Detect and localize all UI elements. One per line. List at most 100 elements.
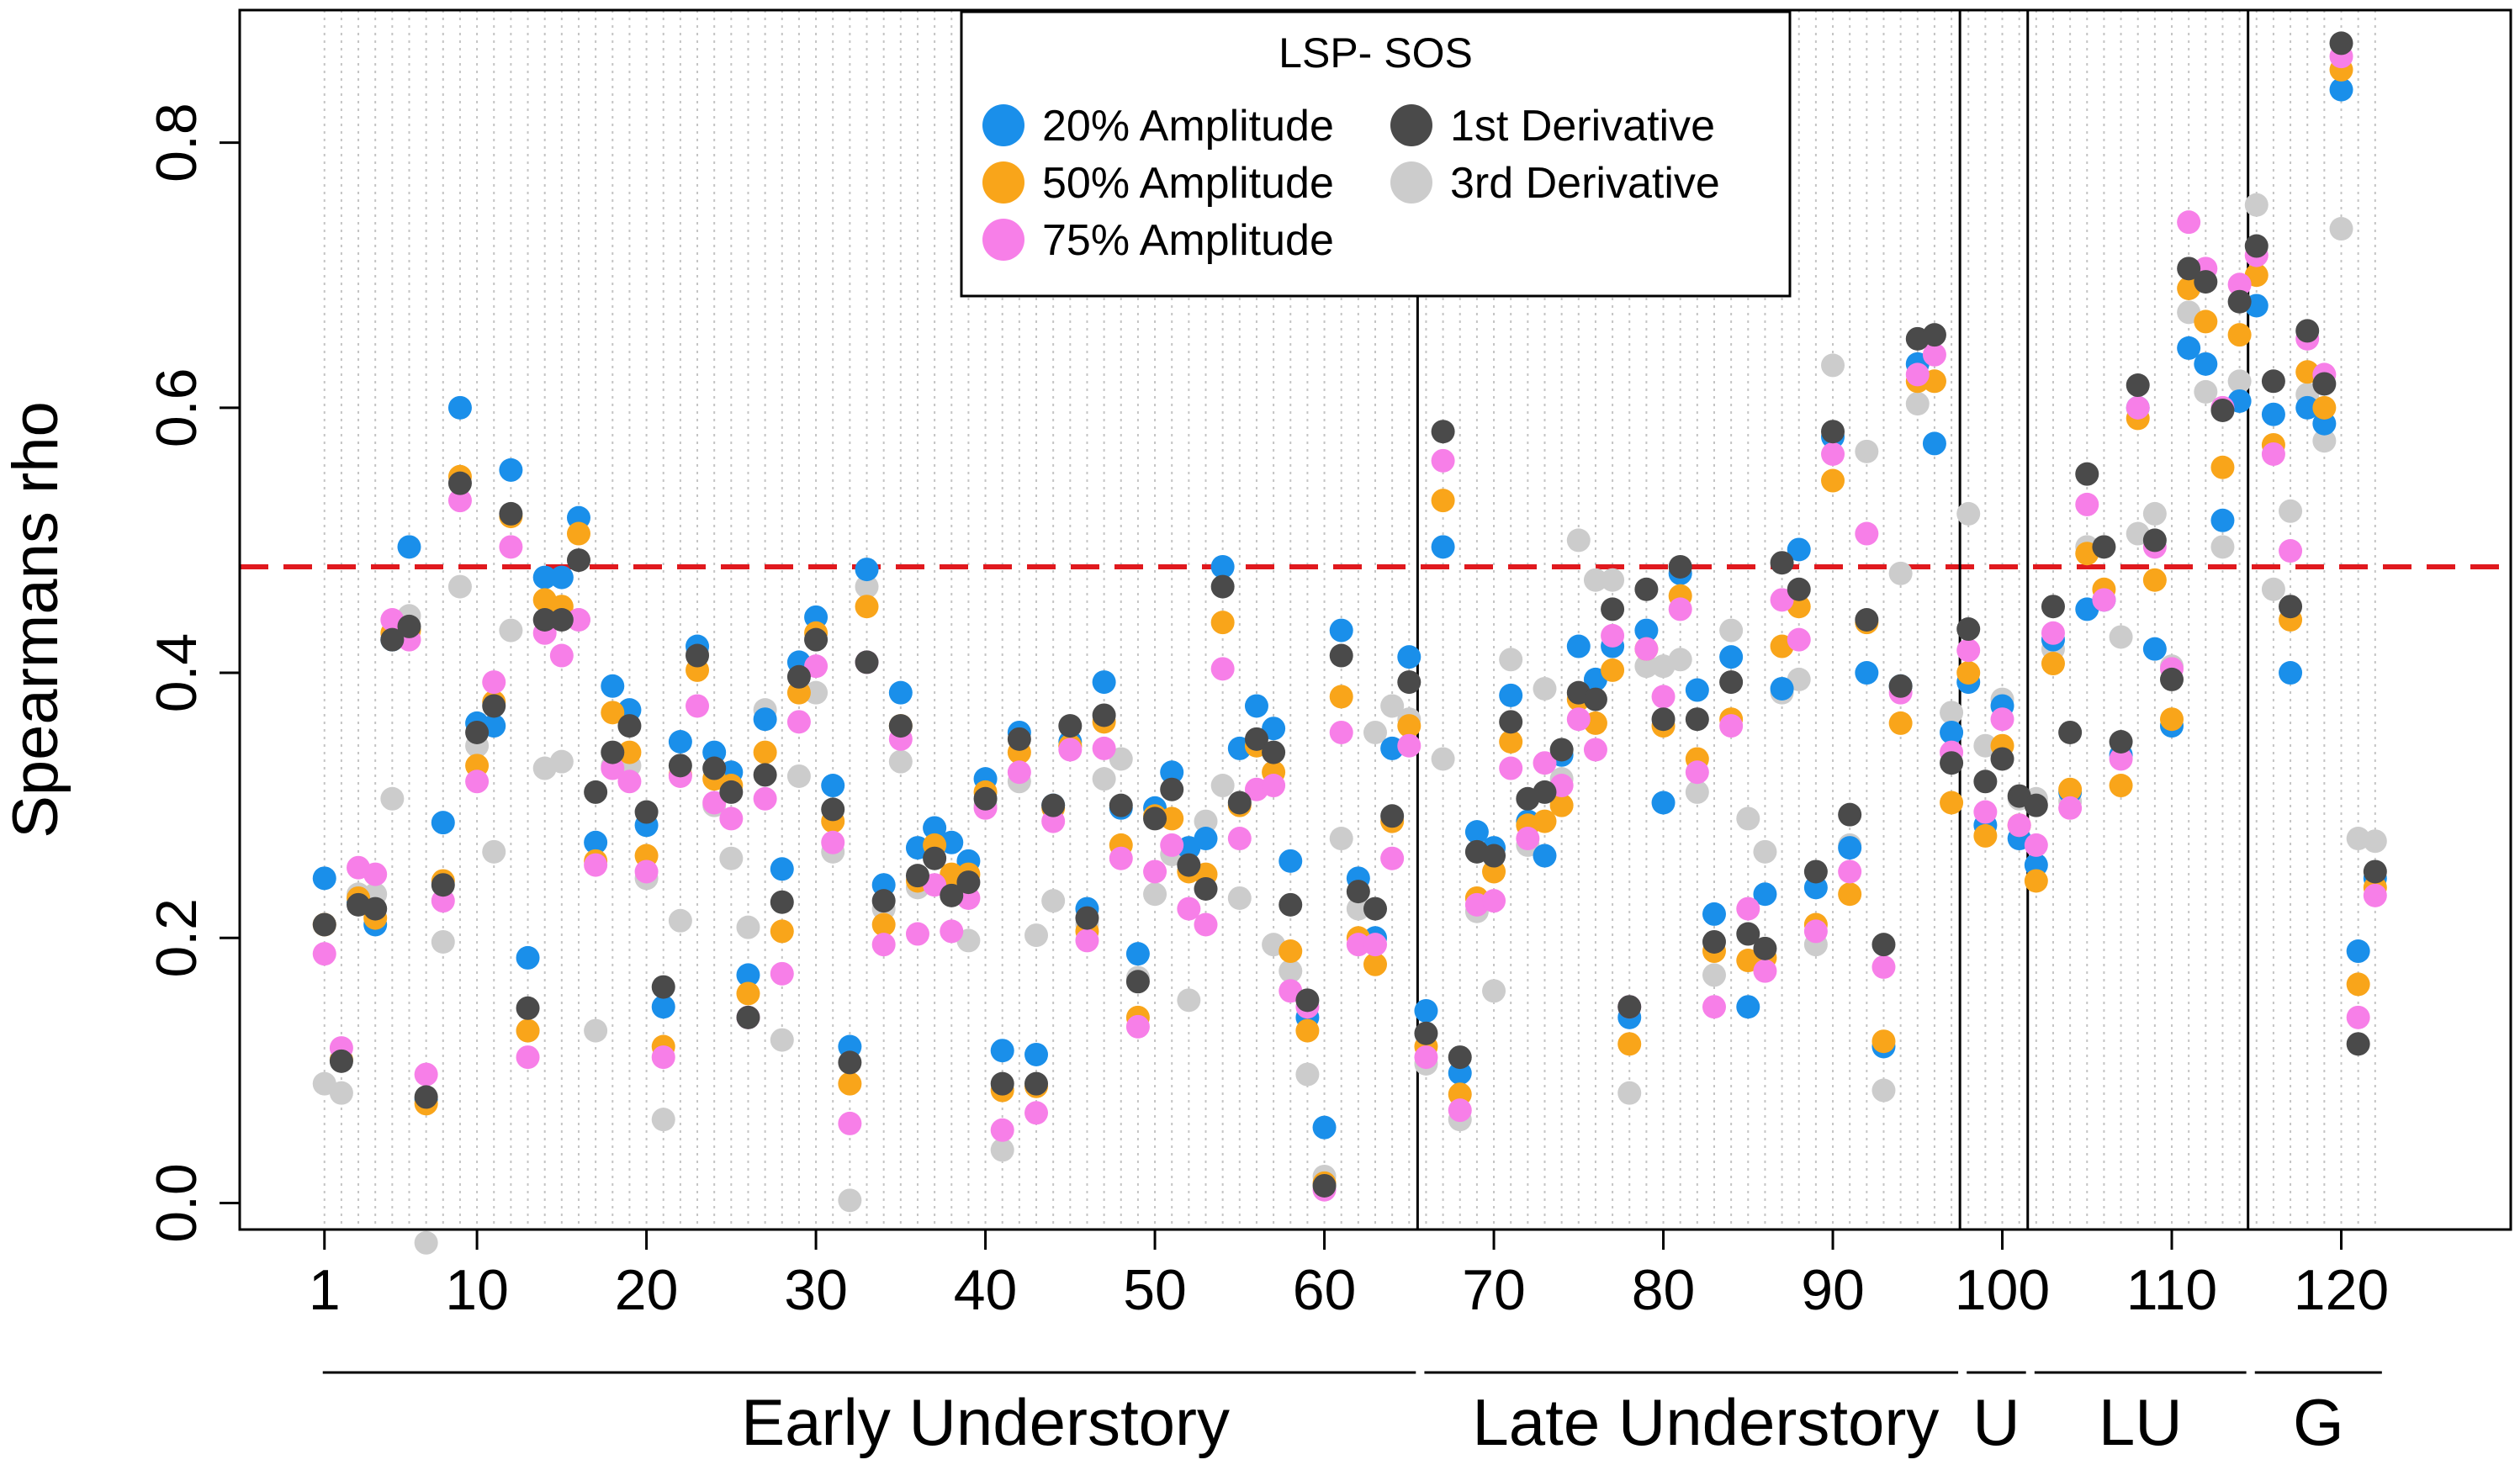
data-point [719, 780, 744, 804]
data-point [821, 774, 845, 798]
data-point [2041, 652, 2065, 676]
data-point [956, 870, 981, 895]
data-point [1007, 760, 1031, 785]
data-point [447, 574, 472, 599]
data-point [499, 535, 523, 559]
data-point [2279, 539, 2303, 563]
data-point [940, 883, 964, 907]
data-point [1499, 756, 1523, 780]
data-point [804, 680, 829, 705]
data-point [2160, 707, 2184, 732]
data-point [1821, 468, 1845, 493]
data-point [1007, 727, 1031, 751]
data-point [1397, 670, 1421, 695]
data-point [1702, 963, 1726, 987]
data-point [1143, 882, 1167, 907]
data-point [1397, 645, 1421, 669]
data-point [1973, 800, 1998, 824]
data-point [1041, 793, 1066, 817]
data-point [482, 839, 506, 864]
data-point [1787, 577, 1811, 601]
legend-label: 20% Amplitude [1042, 102, 1334, 151]
data-point [838, 1111, 862, 1135]
x-tick-label: 70 [1462, 1258, 1526, 1322]
data-point [363, 896, 388, 921]
data-point [2363, 829, 2387, 854]
data-point [1617, 1081, 1642, 1105]
data-point [1329, 827, 1353, 851]
legend-item: 75% Amplitude [982, 216, 1334, 265]
data-point [634, 859, 659, 884]
series-75-amplitude [312, 45, 2387, 1202]
data-point [786, 710, 811, 734]
data-point [1855, 661, 1879, 685]
data-point [1770, 588, 1794, 612]
data-point [532, 565, 557, 590]
data-point [2075, 492, 2099, 516]
data-point [2058, 777, 2083, 801]
data-point [990, 1071, 1014, 1096]
data-point [1803, 859, 1828, 884]
legend-box [960, 10, 1792, 298]
data-point [1482, 979, 1506, 1003]
group-label: Late Understory [1472, 1385, 1939, 1459]
data-point [601, 674, 625, 698]
data-point [516, 945, 540, 970]
data-point [1160, 833, 1184, 857]
data-point [1143, 859, 1167, 884]
data-point [1922, 431, 1946, 456]
data-point [549, 749, 574, 774]
data-point [1838, 802, 1862, 827]
data-point [1448, 1045, 1472, 1070]
data-point [1210, 574, 1235, 599]
y-tick-label: 0.4 [145, 633, 209, 713]
data-point [702, 756, 727, 780]
data-point [482, 694, 506, 718]
data-point [770, 961, 794, 986]
data-point [719, 846, 744, 870]
data-point [1973, 770, 1998, 794]
data-point [1736, 922, 1760, 946]
data-point [414, 1085, 438, 1109]
data-point [838, 1071, 862, 1096]
data-point [397, 614, 421, 638]
data-point [447, 471, 472, 495]
data-point [651, 1045, 675, 1070]
data-point [1855, 608, 1879, 632]
data-point [1125, 1014, 1150, 1039]
data-point [2329, 77, 2353, 102]
data-point [482, 670, 506, 695]
legend-marker [982, 161, 1024, 204]
data-point [2227, 289, 2252, 314]
data-point [770, 890, 794, 914]
data-point [1194, 912, 1218, 937]
data-point [1855, 439, 1879, 463]
data-point [2024, 793, 2048, 817]
data-point [1024, 1101, 1049, 1125]
data-point [770, 857, 794, 881]
data-point [566, 548, 590, 573]
data-point [2194, 270, 2218, 294]
data-point [1499, 710, 1523, 734]
data-point [617, 714, 642, 738]
data-point [549, 643, 574, 668]
data-point [753, 740, 777, 764]
data-point [1668, 554, 1692, 579]
data-point [1549, 793, 1574, 817]
data-point [2244, 234, 2269, 258]
data-point [2024, 869, 2048, 893]
x-tick-label: 30 [784, 1258, 848, 1322]
data-point [1905, 362, 1930, 387]
data-point [702, 791, 727, 815]
data-point [499, 618, 523, 643]
data-point [1346, 896, 1370, 921]
data-point [1499, 648, 1523, 672]
data-point [888, 749, 913, 774]
data-point [1177, 988, 1201, 1013]
data-point [1312, 1173, 1337, 1198]
data-point [1533, 809, 1557, 833]
data-point [1125, 942, 1150, 966]
data-point [1736, 807, 1760, 831]
data-point [2261, 442, 2285, 466]
data-point [1685, 678, 1709, 702]
